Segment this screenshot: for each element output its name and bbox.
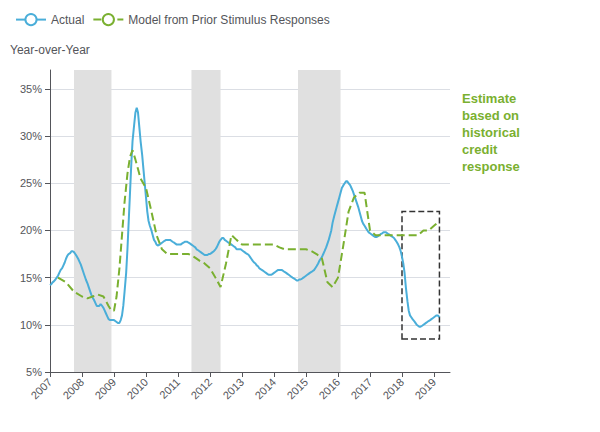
svg-text:25%: 25%: [20, 177, 42, 189]
svg-text:2018: 2018: [380, 376, 406, 402]
svg-text:10%: 10%: [20, 319, 42, 331]
svg-text:2008: 2008: [60, 376, 86, 402]
svg-text:Actual: Actual: [51, 13, 84, 27]
svg-text:2019: 2019: [412, 376, 438, 402]
svg-text:2016: 2016: [316, 376, 342, 402]
svg-text:response: response: [462, 159, 520, 174]
svg-text:2015: 2015: [284, 376, 310, 402]
svg-text:2012: 2012: [188, 376, 214, 402]
svg-text:20%: 20%: [20, 224, 42, 236]
svg-text:Year-over-Year: Year-over-Year: [10, 43, 90, 57]
svg-text:2007: 2007: [28, 376, 54, 402]
svg-text:Model from Prior Stimulus Resp: Model from Prior Stimulus Responses: [128, 13, 329, 27]
svg-text:2014: 2014: [252, 376, 278, 402]
svg-text:credit: credit: [462, 142, 498, 157]
svg-text:2009: 2009: [92, 376, 118, 402]
svg-text:2013: 2013: [220, 376, 246, 402]
svg-text:Estimate: Estimate: [462, 91, 516, 106]
svg-text:35%: 35%: [20, 83, 42, 95]
svg-text:2011: 2011: [157, 376, 182, 401]
svg-text:15%: 15%: [20, 272, 42, 284]
svg-text:30%: 30%: [20, 130, 42, 142]
svg-text:based on: based on: [462, 108, 519, 123]
svg-text:historical: historical: [462, 125, 520, 140]
svg-text:2010: 2010: [124, 376, 150, 402]
svg-text:5%: 5%: [26, 366, 42, 378]
svg-text:2017: 2017: [348, 376, 374, 402]
